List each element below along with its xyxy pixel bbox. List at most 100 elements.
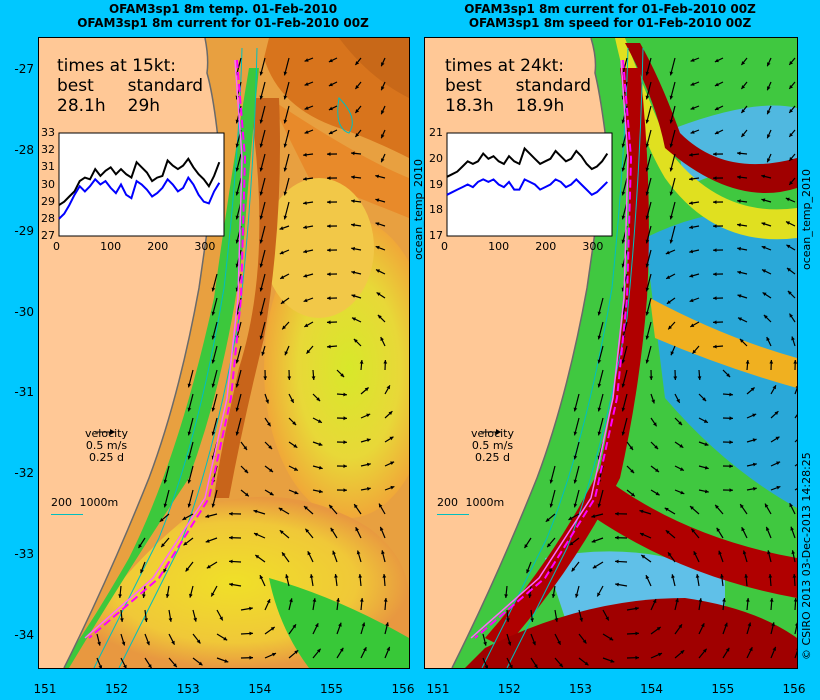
velocity-legend-left: velocity 0.5 m/s 0.25 d — [85, 428, 128, 464]
velocity-arrow-head — [532, 641, 536, 646]
velocity-arrow-head — [591, 539, 596, 543]
velocity-arrow-head — [559, 663, 563, 668]
velocity-arrow-head — [654, 445, 659, 450]
velocity-arrow-head — [745, 598, 750, 602]
route-best-right — [474, 59, 633, 639]
lat-tick-4: -31 — [14, 385, 34, 400]
velocity-arrow-head — [786, 221, 790, 225]
velocity-arrow-head — [235, 431, 240, 436]
coastline-right — [451, 38, 608, 668]
velocity-arrow-head — [597, 431, 602, 436]
velocity-arrow-head — [343, 392, 347, 397]
velocity-arrow-head — [720, 574, 724, 578]
lat-tick-1: -28 — [14, 143, 34, 158]
velocity-arrow-head — [187, 479, 192, 484]
velocity-arrow-head — [352, 317, 356, 321]
velocity-arrow-head — [680, 490, 685, 495]
velocity-arrow-head — [645, 71, 650, 76]
velocity-arrow-head — [772, 385, 776, 390]
velocity-arrow-head — [573, 407, 578, 412]
velocity-arrow-icon — [95, 429, 115, 435]
right-lon-tick-4: 155 — [711, 682, 735, 696]
inset-chart-left — [58, 132, 225, 237]
velocity-arrow-head — [359, 360, 364, 364]
velocity-arrow-head — [767, 62, 771, 67]
velocity-arrow-head — [263, 376, 268, 380]
velocity-arrow-head — [379, 503, 383, 508]
current-core — [214, 98, 280, 498]
velocity-arrow-head — [385, 622, 389, 627]
velocity-arrow-head — [713, 176, 717, 180]
velocity-arrow-head — [714, 106, 719, 111]
velocity-arrow-head — [327, 272, 331, 277]
left-title-line1: OFAM3sp1 8m temp. 01-Feb-2010 — [108, 2, 338, 16]
velocity-arrow-head — [280, 275, 285, 279]
velocity-arrow-head — [615, 511, 619, 516]
velocity-arrow-head — [309, 574, 314, 578]
velocity-arrow-head — [766, 526, 770, 531]
velocity-arrow-head — [98, 665, 103, 668]
velocity-arrow-head — [351, 294, 356, 298]
velocity-arrow-head — [597, 335, 602, 340]
velocity-arrow-head — [265, 399, 269, 404]
right-inset-xtick-2: 200 — [535, 240, 557, 253]
depth-legend-line — [51, 514, 83, 515]
velocity-arrow-head — [328, 130, 333, 135]
velocity-arrow-head — [621, 143, 626, 148]
right-lon-tick-5: 156 — [782, 682, 806, 696]
left-best-label: best — [57, 76, 94, 96]
velocity-arrow-head — [97, 641, 101, 646]
velocity-arrow-head — [340, 373, 345, 378]
velocity-arrow-head — [255, 555, 260, 559]
velocity-arrow-head — [689, 273, 694, 278]
velocity-arrow-head — [573, 455, 578, 460]
velocity-arrow-head — [381, 110, 385, 115]
velocity-arrow-head — [621, 359, 626, 364]
velocity-arrow-head — [292, 421, 297, 426]
velocity-arrow-head — [235, 215, 240, 220]
velocity-arrow-head — [763, 314, 768, 319]
velocity-arrow-head — [679, 444, 684, 448]
velocity-arrow-head — [789, 157, 793, 161]
velocity-arrow-head — [761, 198, 766, 203]
velocity-arrow-head — [573, 479, 578, 484]
lat-tick-2: -29 — [14, 223, 34, 238]
velocity-arrow-head — [327, 176, 331, 180]
velocity-arrow-head — [702, 397, 707, 402]
velocity-arrow-head — [211, 431, 216, 436]
velocity-arrow-head — [235, 119, 240, 124]
velocity-arrow-head — [573, 431, 578, 436]
velocity-arrow-head — [211, 407, 216, 412]
velocity-arrow-head — [769, 360, 774, 364]
velocity-arrow-head — [483, 641, 487, 646]
velocity-arrow-head — [283, 71, 288, 76]
velocity-arrow-head — [639, 509, 644, 514]
velocity-arrow-head — [787, 268, 791, 272]
velocity-arrow-head — [290, 398, 294, 403]
velocity-arrow-head — [278, 507, 283, 512]
velocity-arrow-head — [146, 641, 150, 646]
velocity-arrow-head — [381, 158, 385, 163]
velocity-arrow-head — [305, 528, 310, 533]
velocity-arrow-head — [187, 503, 192, 508]
velocity-arrow-head — [676, 398, 680, 403]
velocity-arrow-head — [343, 440, 347, 445]
velocity-arrow-head — [697, 376, 702, 380]
velocity-arrow-head — [621, 407, 626, 412]
velocity-arrow-head — [549, 503, 554, 508]
depth-contour-1000-right — [506, 47, 644, 668]
velocity-arrow-head — [776, 485, 781, 490]
inset-chart-right-frame — [446, 132, 613, 237]
velocity-arrow-head — [259, 191, 264, 196]
velocity-arrow-head — [675, 598, 679, 603]
depth-label-200-right: 200 — [437, 496, 458, 509]
left-inset-ytick-0: 33 — [41, 126, 55, 139]
velocity-arrow-head — [312, 598, 317, 602]
velocity-arrow-head — [545, 518, 550, 522]
depth-label-200: 200 — [51, 496, 72, 509]
velocity-arrow-head — [235, 239, 240, 244]
right-inset-xtick-0: 0 — [441, 240, 448, 253]
velocity-arrow-head — [189, 593, 193, 598]
velocity-arrow-head — [621, 239, 626, 244]
velocity-arrow-head — [381, 134, 385, 139]
